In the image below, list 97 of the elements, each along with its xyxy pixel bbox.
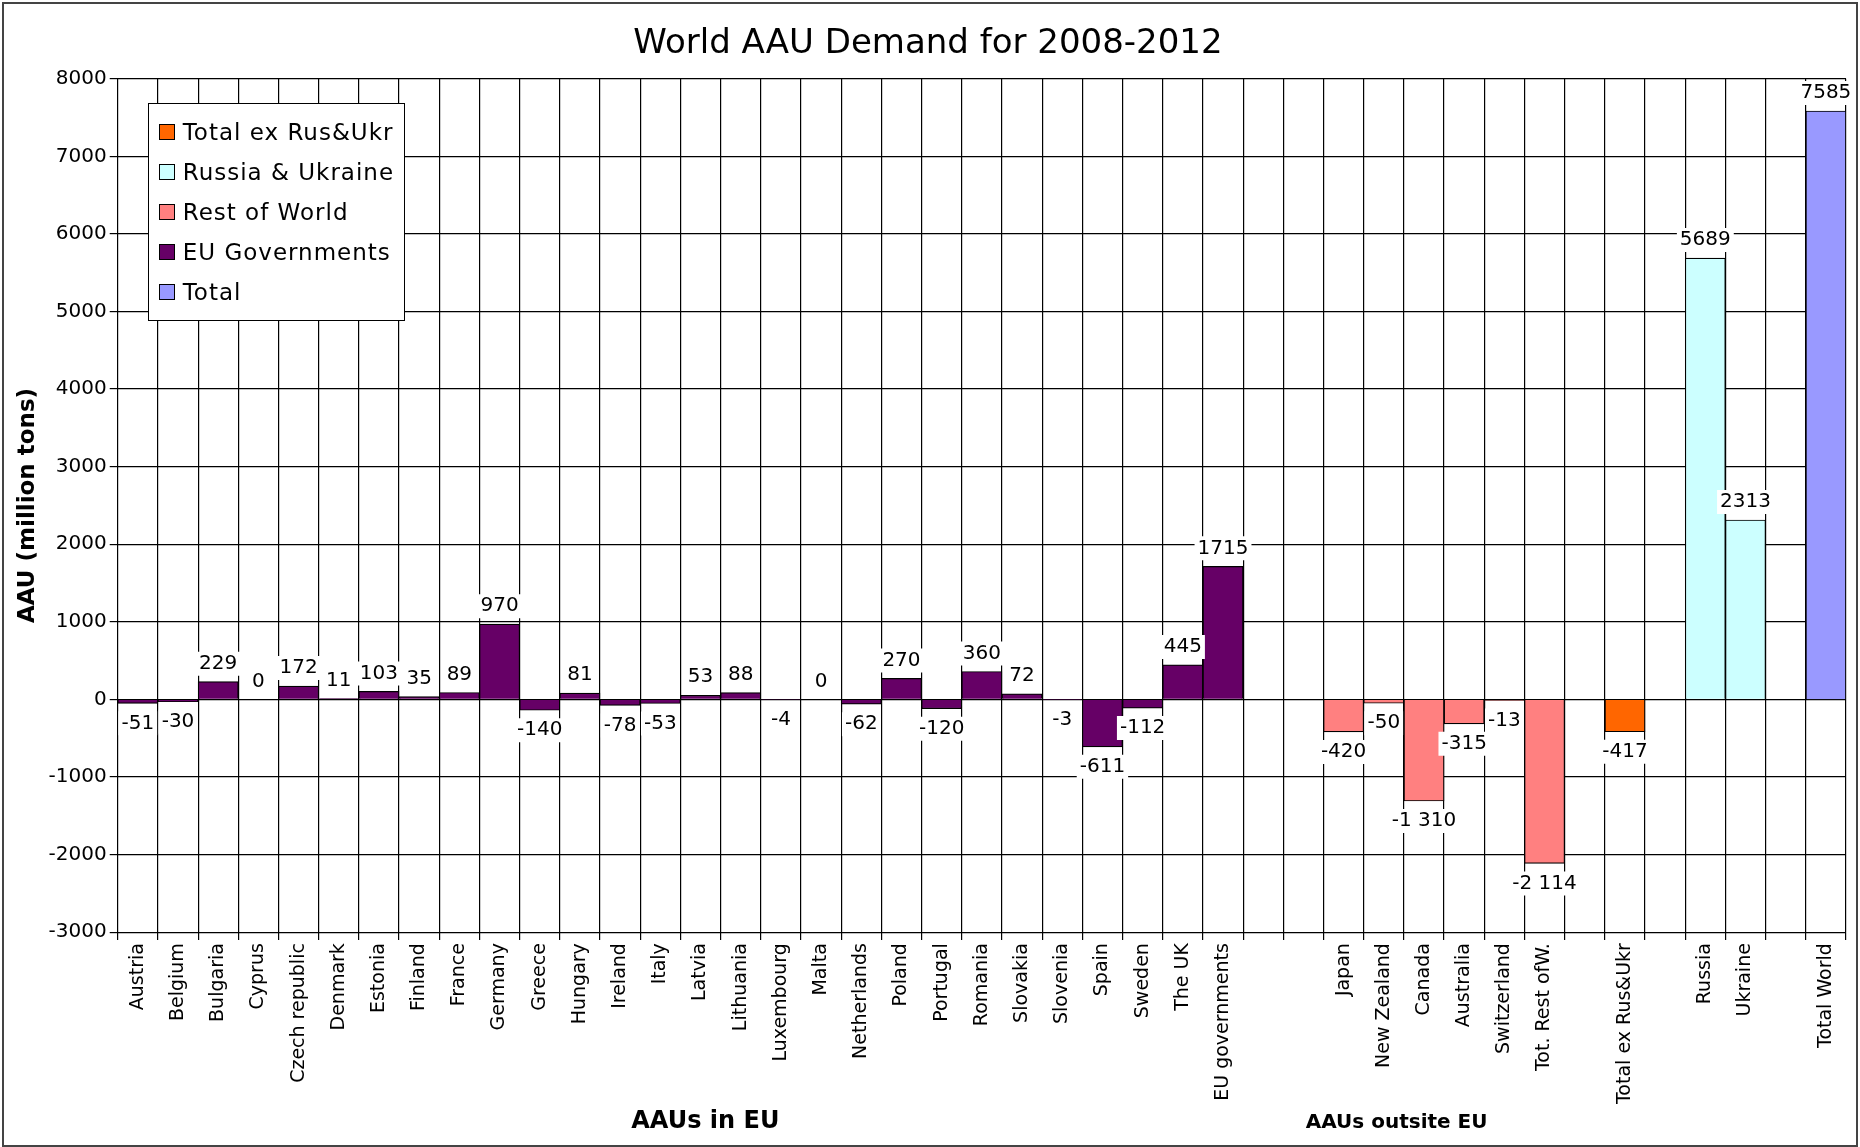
x-tick-label: Lithuania (727, 943, 750, 1032)
data-label: -53 (643, 709, 677, 734)
x-tick-label: Switzerland (1491, 943, 1514, 1054)
x-tick-label: Germany (486, 943, 509, 1031)
data-label: -51 (121, 709, 155, 734)
legend-label: EU Governments (182, 238, 391, 265)
data-label: 360 (962, 639, 1001, 664)
x-tick-label: Tot. Rest ofW. (1531, 943, 1554, 1073)
x-tick-label: Greece (526, 943, 549, 1011)
data-label: 81 (567, 661, 593, 686)
data-label: -417 (1602, 737, 1648, 762)
x-tick-label: Malta (808, 943, 831, 996)
x-tick-label: Australia (1451, 943, 1474, 1028)
y-tick-label: -2000 (48, 840, 107, 865)
data-label: 7585 (1800, 79, 1852, 104)
data-label: 229 (199, 649, 238, 674)
x-tick-label: Ireland (607, 943, 630, 1009)
x-tick-label: Luxembourg (767, 943, 790, 1062)
x-tick-label: Poland (888, 943, 911, 1007)
y-tick-label: 7000 (55, 142, 107, 167)
x-tick-label: Spain (1089, 943, 1112, 997)
x-axis-title: AAUs in EU (631, 1106, 780, 1134)
y-tick-label: -3000 (48, 918, 107, 943)
legend-label: Rest of World (182, 198, 349, 225)
data-label: 88 (727, 660, 754, 685)
y-axis-title: AAU (million tons) (12, 387, 39, 624)
x-tick-label: France (446, 943, 469, 1007)
data-label: 970 (480, 592, 519, 617)
x-tick-label: Italy (647, 943, 670, 985)
x-tick-label: Denmark (325, 943, 348, 1031)
data-label: -78 (603, 711, 637, 736)
data-label: -4 (770, 705, 791, 730)
x-tick-label: Total ex Rus&Ukr (1611, 942, 1634, 1106)
data-label: -30 (161, 707, 195, 732)
x-tick-label: Hungary (566, 943, 589, 1025)
x-tick-label: EU governments (1209, 943, 1232, 1101)
data-label: 53 (687, 663, 714, 688)
x-tick-label: Belgium (164, 943, 187, 1022)
data-label: 5689 (1679, 226, 1731, 251)
x-tick-label: Austria (124, 943, 147, 1011)
data-label: 445 (1163, 633, 1202, 658)
x-tick-label: Sweden (1129, 943, 1152, 1019)
y-tick-label: 8000 (55, 65, 107, 89)
legend-label: Russia & Ukraine (182, 158, 395, 185)
data-label: 35 (406, 664, 432, 689)
x-tick-label: Ukraine (1732, 943, 1755, 1017)
x-tick-label: The UK (1169, 942, 1192, 1012)
data-label: 89 (446, 660, 473, 685)
x-tick-label: Cyprus (245, 943, 268, 1010)
y-tick-label: 6000 (55, 220, 107, 245)
data-label: 270 (882, 646, 921, 671)
data-label: -2 114 (1512, 869, 1577, 894)
x-tick-label: Finland (406, 943, 429, 1012)
x-tick-label: Romania (968, 943, 991, 1027)
data-label: 0 (814, 667, 828, 692)
data-label: 11 (326, 666, 352, 691)
y-tick-label: 5000 (55, 297, 107, 322)
data-label: 72 (1009, 662, 1035, 687)
x-tick-label: Estonia (365, 943, 388, 1014)
text: AAUs outsite EU (1305, 1109, 1488, 1133)
x-tick-label: Latvia (687, 943, 710, 1001)
data-label: -1 310 (1391, 807, 1457, 832)
x-tick-label: Portugal (928, 943, 951, 1022)
y-tick-label: 2000 (55, 530, 107, 555)
data-label: -420 (1320, 738, 1367, 763)
data-label: -62 (844, 710, 878, 735)
data-label: -3 (1052, 705, 1073, 730)
legend-label: Total (182, 278, 242, 305)
x-tick-label: Czech republic (285, 943, 308, 1083)
data-label: -611 (1079, 753, 1126, 777)
x-tick-label: Slovenia (1049, 943, 1072, 1024)
x-tick-label: Total World (1812, 943, 1835, 1049)
y-tick-label: 1000 (55, 608, 107, 633)
data-label: -140 (517, 716, 563, 741)
x-tick-label: Netherlands (848, 943, 871, 1059)
data-label: -13 (1488, 706, 1521, 731)
data-label: 172 (279, 654, 318, 679)
x-tick-label: Japan (1330, 943, 1353, 998)
x-tick-label: Canada (1410, 943, 1433, 1016)
data-label: -120 (918, 714, 965, 739)
y-tick-label: 3000 (55, 452, 107, 477)
chart-title: World AAU Demand for 2008-2012 (633, 21, 1223, 62)
data-label: 0 (252, 667, 265, 692)
data-label: -315 (1441, 730, 1487, 755)
y-tick-label: -1000 (48, 763, 107, 788)
y-tick-label: 0 (93, 685, 107, 710)
y-tick-label: 4000 (55, 375, 107, 400)
data-label: 103 (359, 659, 399, 684)
x-tick-label: Russia (1692, 943, 1715, 1005)
x-tick-label: Bulgaria (205, 943, 228, 1022)
data-label: 2313 (1720, 488, 1771, 513)
data-label: -112 (1119, 714, 1166, 739)
x-tick-label: Slovakia (1008, 943, 1031, 1023)
data-label: 1715 (1197, 534, 1249, 559)
x-tick-label: New Zealand (1370, 943, 1393, 1068)
legend-label: Total ex Rus&Ukr (182, 118, 394, 145)
data-label: -50 (1367, 709, 1401, 734)
